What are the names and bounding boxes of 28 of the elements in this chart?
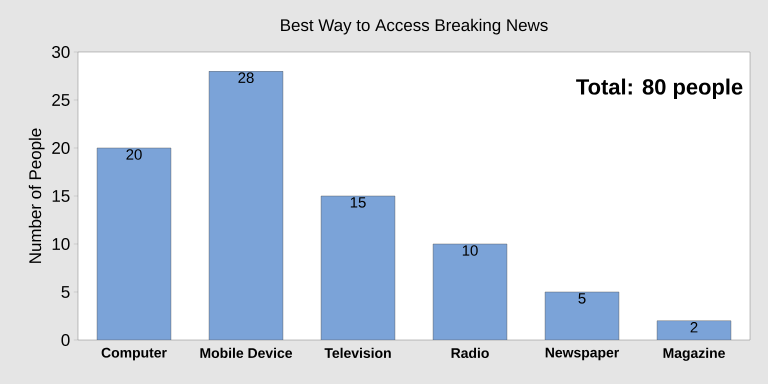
data-label: 20 (126, 149, 142, 160)
data-label: 15 (350, 197, 366, 208)
x-tick-label: Mobile Device (200, 348, 292, 358)
data-label: 2 (690, 322, 698, 332)
y-tick-label: 0 (61, 334, 70, 346)
y-axis-title: Number of People (28, 128, 45, 263)
y-tick-label: 15 (52, 190, 70, 202)
y-tick-label: 30 (52, 46, 70, 58)
x-tick-label: Magazine (664, 348, 725, 361)
chart-title: Best Way to Access Breaking News (281, 18, 548, 34)
bar (432, 244, 508, 340)
bar (208, 71, 284, 340)
y-tick-label: 20 (52, 142, 70, 154)
y-tick-label: 10 (52, 238, 70, 250)
x-tick-label: Computer (102, 348, 167, 360)
data-label: 5 (578, 293, 586, 304)
x-tick-label: Television (324, 348, 391, 358)
bar (656, 320, 732, 340)
bar (320, 196, 396, 340)
annotation: Total: 80 people (576, 78, 742, 99)
x-tick-label: Radio (452, 348, 489, 358)
y-tick-label: 5 (61, 286, 70, 298)
y-tick-label: 25 (52, 94, 70, 106)
bar (97, 148, 171, 340)
data-label: 10 (462, 245, 478, 256)
x-tick-label: Newspaper (546, 348, 619, 360)
data-label: 28 (238, 72, 254, 83)
bar (544, 292, 620, 340)
